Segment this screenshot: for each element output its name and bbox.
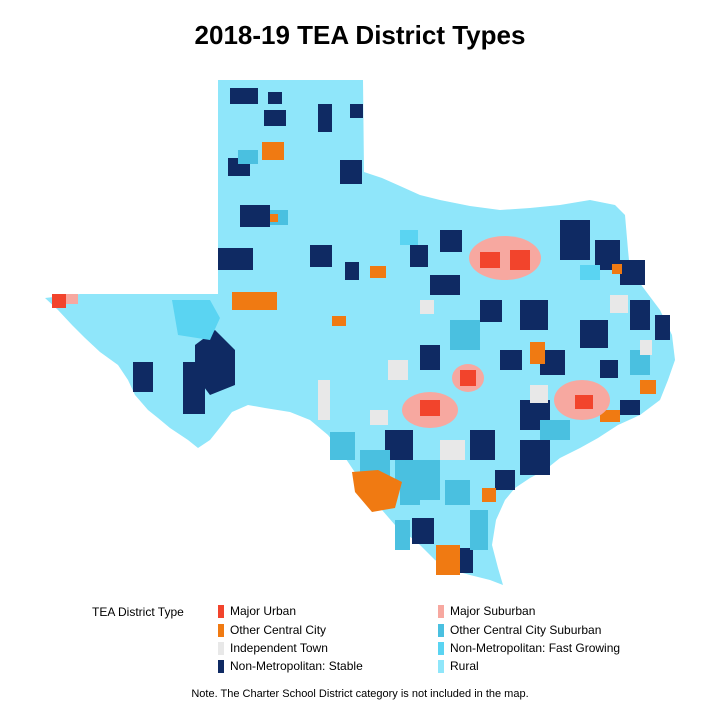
legend-label: Major Suburban: [450, 604, 536, 618]
legend-title: TEA District Type: [92, 605, 184, 619]
legend-swatch: [218, 642, 224, 655]
districts-nonmetro-stable: [133, 88, 670, 573]
legend-swatch: [438, 605, 444, 618]
legend-label: Independent Town: [230, 641, 328, 655]
legend-swatch: [218, 624, 224, 637]
map-title: 2018-19 TEA District Types: [194, 20, 526, 50]
districts-other-central-city: [232, 142, 656, 575]
texas-outline: [45, 80, 675, 585]
legend-swatch: [438, 624, 444, 637]
legend-swatch: [438, 660, 444, 673]
footnote: Note. The Charter School District catego…: [191, 688, 529, 700]
legend-label: Non-Metropolitan: Fast Growing: [450, 641, 621, 655]
legend-label: Other Central City Suburban: [450, 623, 602, 637]
legend-swatch: [218, 605, 224, 618]
legend-label: Non-Metropolitan: Stable: [230, 659, 363, 673]
legend-label: Other Central City: [230, 623, 327, 637]
legend-swatch: [438, 642, 444, 655]
districts-major-urban: [52, 250, 593, 416]
legend-swatch: [218, 660, 224, 673]
legend-label: Major Urban: [230, 604, 297, 618]
districts-nonmetro-fast-growing: [172, 230, 600, 340]
legend-label: Rural: [450, 659, 479, 673]
